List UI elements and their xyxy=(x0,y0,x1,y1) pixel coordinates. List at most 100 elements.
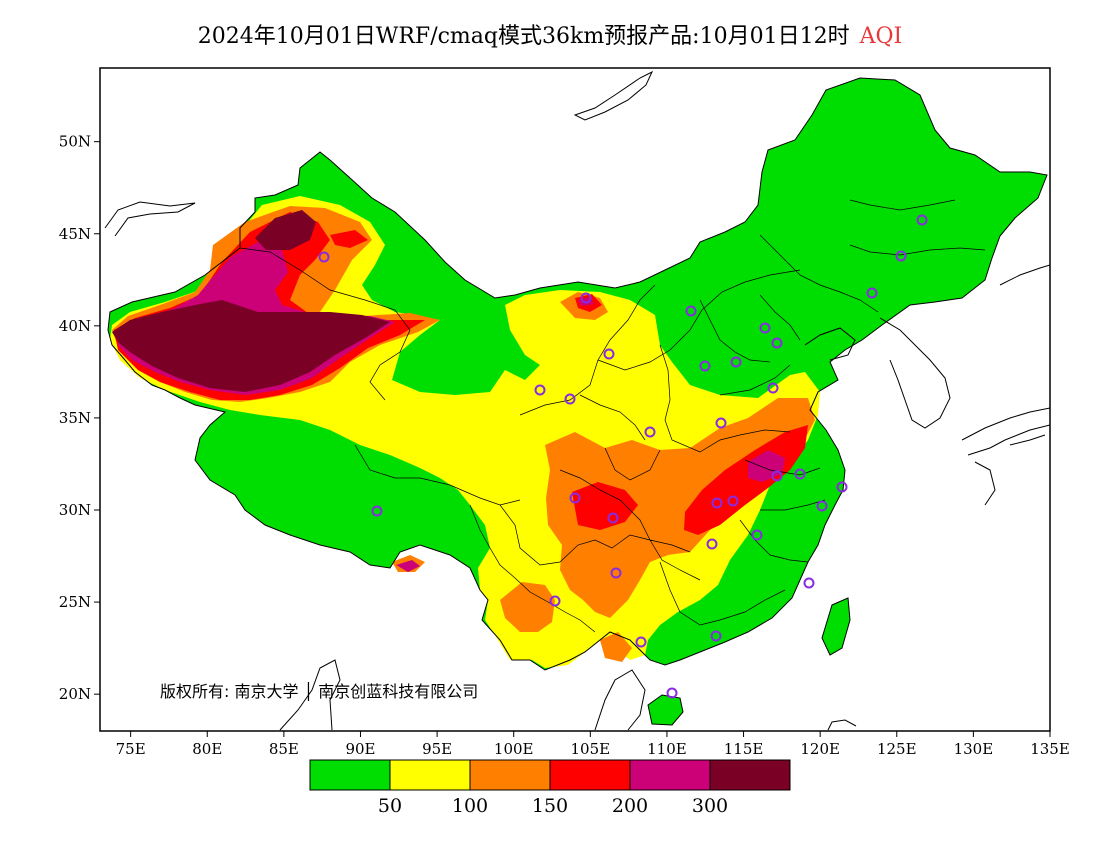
station-marker xyxy=(644,426,656,438)
legend-swatch xyxy=(309,759,391,791)
station-marker xyxy=(710,630,722,642)
lon-tick-label: 110E xyxy=(647,740,687,758)
legend-swatch xyxy=(709,759,791,791)
station-marker xyxy=(711,497,723,509)
legend-swatch xyxy=(469,759,551,791)
china-outline xyxy=(107,77,1048,671)
aqi-legend: 50 100 150 200 300 xyxy=(309,759,791,817)
lon-tick-label: 135E xyxy=(1030,740,1070,758)
station-marker xyxy=(771,470,783,482)
taiwan-island xyxy=(822,598,850,655)
title-text: 2024年10月01日WRF/cmaq模式36km预报产品:10月01日12时 xyxy=(197,24,850,49)
lon-tick-label: 100E xyxy=(494,740,534,758)
station-marker xyxy=(751,529,763,541)
lon-tick-label: 75E xyxy=(116,740,146,758)
station-marker xyxy=(685,305,697,317)
station-marker xyxy=(580,292,592,304)
aqi-zone-hazardous-north xyxy=(255,210,316,250)
chart-title: 2024年10月01日WRF/cmaq模式36km预报产品:10月01日12时 A… xyxy=(0,18,1100,50)
latitude-axis: 50N 45N 40N 35N 30N 25N 20N xyxy=(59,133,100,703)
lon-tick-label: 125E xyxy=(877,740,917,758)
station-marker xyxy=(866,287,878,299)
station-marker xyxy=(730,356,742,368)
lat-tick-label: 40N xyxy=(59,317,91,335)
lon-tick-label: 80E xyxy=(192,740,222,758)
legend-label: 100 xyxy=(452,795,488,817)
station-marker xyxy=(610,567,622,579)
bohai-coast xyxy=(804,327,856,361)
legend-label: 50 xyxy=(378,795,402,817)
copyright-text: 版权所有: 南京大学 │ 南京创蓝科技有限公司 xyxy=(160,681,478,701)
hainan-island xyxy=(648,695,683,725)
station-marker xyxy=(767,382,779,394)
station-marker xyxy=(794,468,806,480)
station-marker xyxy=(607,512,619,524)
baikal-lake xyxy=(573,70,654,121)
lon-tick-label: 90E xyxy=(345,740,375,758)
aqi-zone-unhealthy-sichuan xyxy=(572,482,638,530)
station-marker xyxy=(564,393,576,405)
lat-tick-label: 45N xyxy=(59,225,91,243)
lon-tick-label: 105E xyxy=(571,740,611,758)
korea-coast xyxy=(879,317,951,429)
map-borders xyxy=(104,70,1050,731)
legend-label: 300 xyxy=(692,795,728,817)
lat-tick-label: 35N xyxy=(59,409,91,427)
station-marker xyxy=(715,417,727,429)
station-marker xyxy=(836,481,848,493)
lon-tick-label: 130E xyxy=(954,740,994,758)
station-marker xyxy=(706,538,718,550)
legend-swatch xyxy=(629,759,711,791)
aqi-zone-very-unhealthy-central xyxy=(748,450,785,482)
lon-tick-label: 120E xyxy=(800,740,840,758)
caspian-coast xyxy=(104,201,196,237)
aqi-zone-hazardous-basin xyxy=(112,300,390,392)
taiwan-outline xyxy=(821,597,851,656)
legend-swatch xyxy=(549,759,631,791)
lon-tick-label: 95E xyxy=(422,740,452,758)
lat-tick-label: 30N xyxy=(59,501,91,519)
station-marker xyxy=(371,505,383,517)
aqi-zone-sensitive-sw xyxy=(500,582,555,632)
station-marker xyxy=(759,322,771,334)
station-marker xyxy=(916,214,928,226)
legend-label: 150 xyxy=(532,795,568,817)
lat-tick-label: 20N xyxy=(59,685,91,703)
japan-coast xyxy=(961,407,1050,506)
lon-tick-label: 85E xyxy=(269,740,299,758)
sea-coast-south xyxy=(594,669,646,731)
title-variable: AQI xyxy=(859,24,903,49)
station-marker xyxy=(569,492,581,504)
station-marker xyxy=(727,495,739,507)
station-marker xyxy=(699,360,711,372)
legend-label: 200 xyxy=(612,795,648,817)
lon-tick-label: 115E xyxy=(724,740,764,758)
bay-of-bengal-coast xyxy=(279,659,341,731)
station-marker xyxy=(666,687,678,699)
station-marker xyxy=(803,577,815,589)
aqi-zone-sensitive-central xyxy=(545,398,815,618)
station-marker xyxy=(816,500,828,512)
lat-tick-label: 25N xyxy=(59,593,91,611)
luzon-coast xyxy=(827,719,857,731)
station-marker xyxy=(549,595,561,607)
aqi-zone-sensitive-s xyxy=(600,632,632,662)
legend-swatch xyxy=(389,759,471,791)
russia-coast xyxy=(999,264,1050,286)
lat-tick-label: 50N xyxy=(59,133,91,151)
station-marker xyxy=(895,250,907,262)
station-markers xyxy=(318,214,928,699)
station-marker xyxy=(603,348,615,360)
aqi-zone-very-unhealthy-tibet xyxy=(396,560,420,572)
station-marker xyxy=(318,251,330,263)
map-area xyxy=(104,70,1050,731)
station-marker xyxy=(771,337,783,349)
aqi-zone-unhealthy-east xyxy=(330,230,368,248)
hainan-outline xyxy=(647,694,684,726)
province-borders xyxy=(239,199,986,633)
station-marker xyxy=(635,636,647,648)
station-marker xyxy=(534,384,546,396)
longitude-axis: 75E 80E 85E 90E 95E 100E 105E 110E 115E 120E 125E 1… xyxy=(116,731,1070,758)
map-frame xyxy=(99,67,1051,732)
